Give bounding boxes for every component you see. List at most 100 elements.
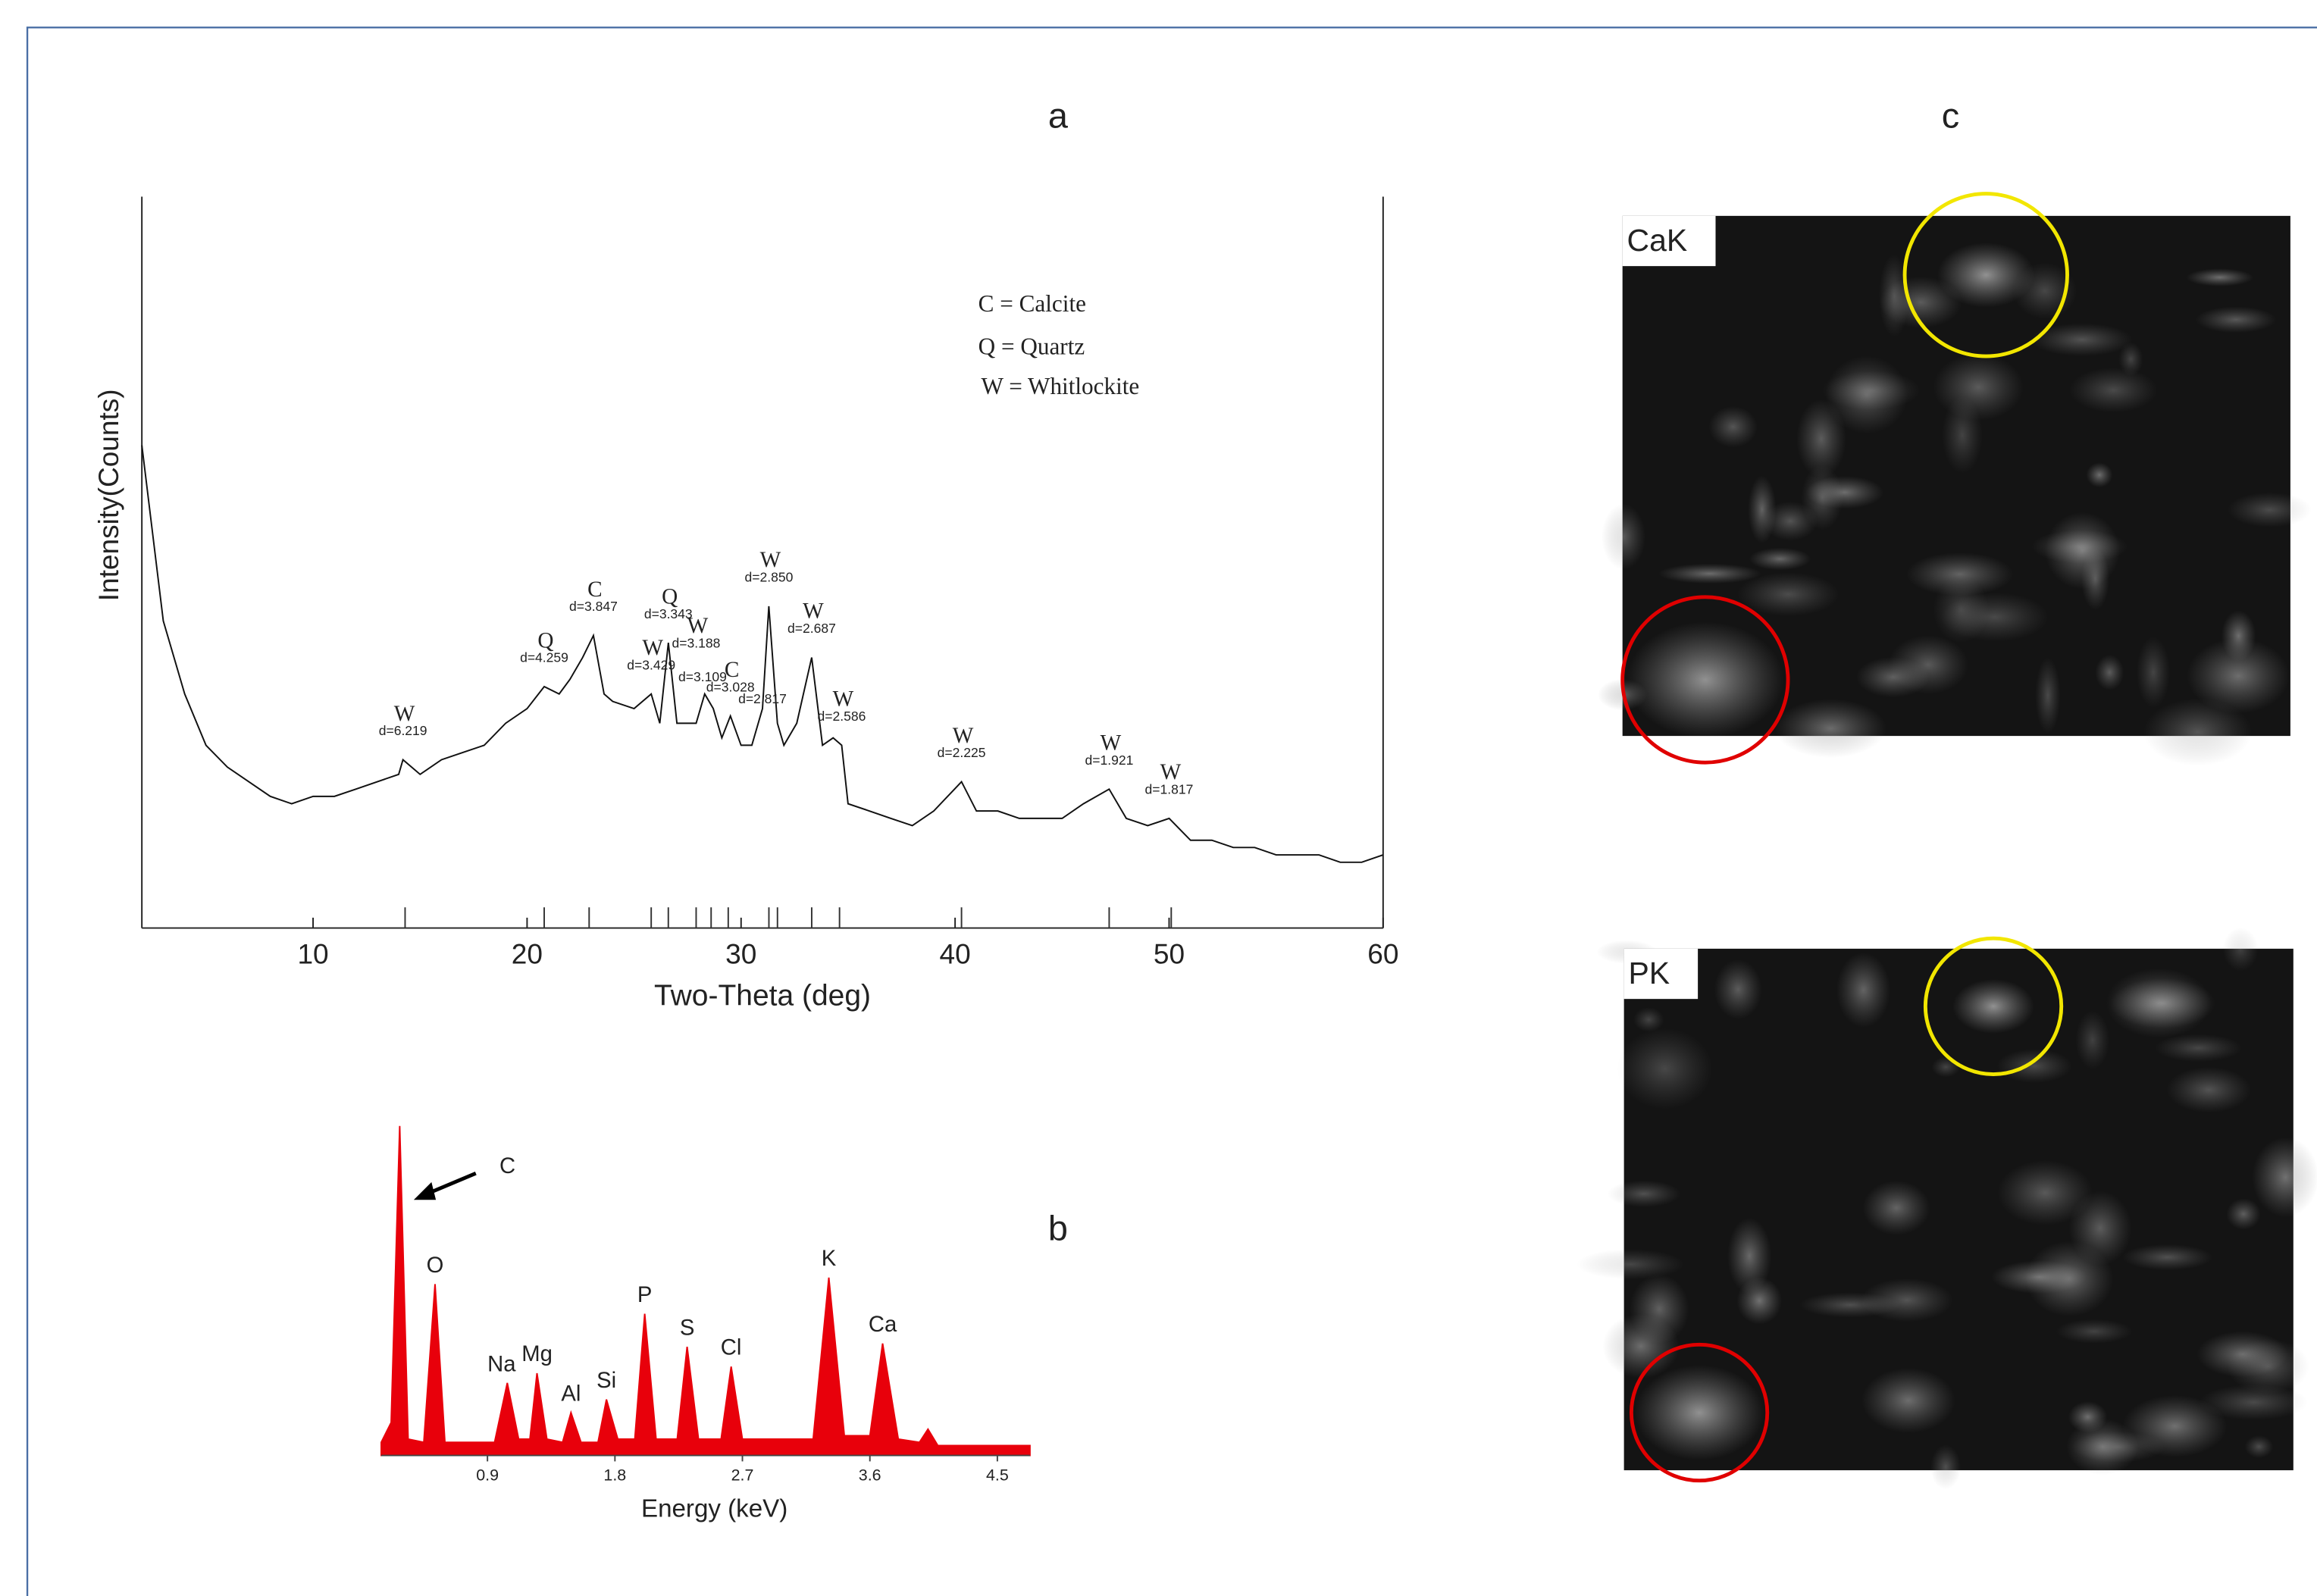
map-texture: [1714, 959, 1762, 1020]
peak-phase: W: [760, 548, 781, 572]
x-tick-label: 0.9: [476, 1466, 499, 1485]
map-texture: [2109, 978, 2215, 1029]
map-texture: [2154, 1034, 2243, 1062]
x-tick-label: 60: [1367, 937, 1398, 969]
peak-phase: Q: [537, 628, 553, 652]
map-texture: [1825, 355, 1908, 434]
map-texture: [1991, 1260, 2087, 1294]
map-panel: CaK PK: [1576, 192, 2317, 1490]
peak-d-spacing: d=3.188: [672, 635, 721, 650]
peak-d-spacing: d=4.259: [520, 650, 568, 665]
highlight-circle: [1923, 936, 2064, 1077]
map-texture: [1996, 1049, 2072, 1084]
map-hotspot: [1952, 979, 2034, 1034]
map-texture: [2122, 1244, 2213, 1271]
map-texture: [2187, 638, 2290, 714]
x-tick-label: 40: [940, 937, 971, 969]
peak-d-spacing: d=2.850: [745, 570, 794, 585]
highlight-circle: [1902, 192, 2069, 358]
peak-d-spacing: d=1.817: [1145, 781, 1194, 796]
y-axis-label: Intensity(Counts): [92, 389, 124, 601]
map-texture: [2143, 698, 2253, 766]
peak-phase: W: [1160, 760, 1182, 784]
peak-label: Si: [596, 1369, 616, 1393]
map-texture: [1737, 572, 1840, 617]
map-hotspot: [1937, 242, 2035, 308]
map-texture: [1856, 656, 1930, 698]
map-texture: [1933, 576, 1990, 643]
map-texture: [2075, 1010, 2110, 1069]
map-label-box: [1622, 215, 1716, 267]
map-texture: [1629, 1274, 1689, 1344]
highlight-circle: [1620, 595, 1790, 765]
legend-text: W = Whitlockite: [982, 373, 1140, 399]
map-texture: [1748, 475, 1777, 543]
map-texture: [1749, 547, 1811, 571]
panel-label: a: [1048, 96, 1069, 136]
peak-label: O: [427, 1253, 444, 1278]
peak-label: Na: [487, 1352, 516, 1376]
peak-label: S: [680, 1316, 695, 1340]
spectrum-area: [380, 1125, 1031, 1457]
arrow-label: C: [499, 1154, 515, 1178]
map-texture: [2244, 1435, 2274, 1458]
peak-d-spacing: d=3.109: [678, 669, 727, 684]
map-texture: [2227, 1338, 2309, 1394]
map-texture: [1607, 1180, 1681, 1207]
map-texture: [1617, 1028, 1713, 1109]
peak-phase: W: [953, 724, 974, 748]
map-texture: [1930, 1444, 1962, 1490]
map-texture: [1774, 699, 1887, 758]
map-texture: [1997, 1159, 2093, 1225]
map-texture: [2066, 1419, 2139, 1476]
peak-phase: W: [687, 614, 709, 638]
peak-d-spacing: d=3.429: [627, 657, 675, 672]
peak-phase: W: [803, 599, 824, 624]
map-hotspot: [1634, 1365, 1764, 1460]
x-tick-label: 1.8: [603, 1466, 626, 1485]
map-hotspot: [1627, 621, 1784, 738]
map-texture: [1727, 1218, 1772, 1294]
map-texture: [1942, 396, 1983, 474]
map-texture: [2252, 1137, 2317, 1218]
map-texture: [1796, 399, 1846, 478]
peak-d-spacing: d=3.343: [644, 606, 693, 621]
peak-label: Cl: [721, 1336, 742, 1360]
x-tick-label: 4.5: [986, 1466, 1009, 1485]
map-texture: [1801, 465, 1843, 530]
map-texture: [2136, 637, 2171, 708]
map-texture: [2228, 492, 2312, 527]
xrd-panel: 10 20 30 40 50 60 Two-Theta (deg) Intensity(Cou…: [92, 196, 1398, 1012]
legend-text: Q = Quartz: [978, 333, 1085, 359]
peak-label: P: [637, 1283, 653, 1307]
map-texture: [2226, 1198, 2261, 1230]
x-tick-label: 30: [725, 937, 756, 969]
eds-panel: 0.9 1.8 2.7 3.6 4.5 Energy (keV) O Na Mg Al Si P S Cl…: [380, 1125, 1031, 1522]
map-texture: [1799, 1292, 1902, 1318]
peak-label: Al: [561, 1382, 581, 1406]
arrow-head: [413, 1181, 437, 1200]
highlight-circle: [1629, 1342, 1770, 1483]
peak-phase: W: [833, 687, 854, 712]
map-texture: [2195, 306, 2277, 333]
peak-phase: C: [725, 658, 740, 682]
map-texture: [1601, 503, 1646, 570]
legend-text: C = Calcite: [978, 290, 1086, 317]
peak-phase: W: [642, 636, 663, 660]
map-texture: [2222, 928, 2259, 972]
x-axis-label: Two-Theta (deg): [654, 979, 871, 1012]
peak-phase: Q: [662, 584, 678, 609]
map-texture: [2069, 367, 2158, 413]
map-texture: [2045, 512, 2120, 590]
panel-label: c: [1942, 96, 1959, 136]
map-texture: [1836, 952, 1891, 1028]
map-texture: [1658, 563, 1761, 584]
map-label: PK: [1628, 956, 1670, 990]
peak-phase: W: [394, 702, 415, 726]
peak-d-spacing: d=2.687: [787, 621, 836, 636]
frame: [26, 27, 2317, 1596]
map-texture: [1906, 552, 2014, 596]
peak-d-spacing: d=3.028: [706, 679, 755, 694]
peak-label: Ca: [869, 1313, 897, 1337]
